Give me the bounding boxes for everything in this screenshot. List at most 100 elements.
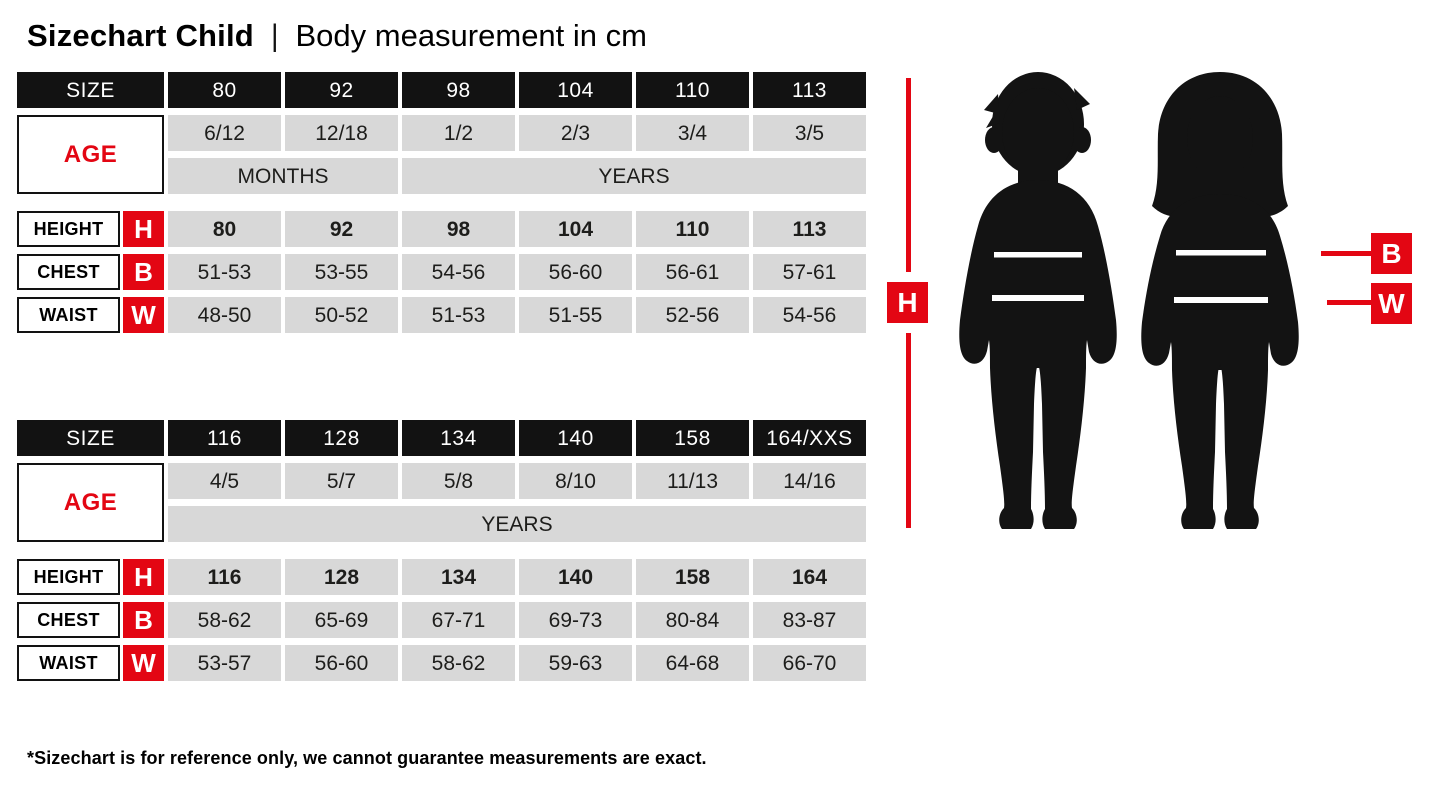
chest-letter-badge: B	[123, 254, 164, 290]
boy-hair-fringe	[984, 94, 1000, 128]
waist-marker-badge: W	[1371, 283, 1412, 324]
chest-row-label: CHEST B	[17, 254, 164, 290]
waist-value: 53-57	[168, 645, 281, 681]
boy-face	[1002, 88, 1074, 176]
boy-ear-left	[985, 127, 1003, 153]
waist-row-label: WAIST W	[17, 297, 164, 333]
chest-value: 56-61	[636, 254, 749, 290]
height-value: 104	[519, 211, 632, 247]
chest-value: 56-60	[519, 254, 632, 290]
age-label: AGE	[17, 463, 164, 542]
size-value: 128	[285, 420, 398, 456]
age-unit: YEARS	[402, 158, 866, 194]
girl-waist-line	[1174, 297, 1268, 303]
age-value: 3/4	[636, 115, 749, 151]
chest-marker-badge: B	[1371, 233, 1412, 274]
page-header: Sizechart Child | Body measurement in cm	[27, 18, 647, 54]
size-value: 116	[168, 420, 281, 456]
girl-torso-arms	[1141, 194, 1299, 370]
age-value: 1/2	[402, 115, 515, 151]
age-value: 5/8	[402, 463, 515, 499]
height-letter-badge: H	[123, 559, 164, 595]
page-subtitle: Body measurement in cm	[295, 18, 647, 53]
sizechart-table-small-sizes: SIZE 80 92 98 104 110 113 AGE 6/12 12/18 1/2 2/3 3/4…	[17, 72, 866, 333]
size-value: 110	[636, 72, 749, 108]
height-value: 140	[519, 559, 632, 595]
chest-value: 69-73	[519, 602, 632, 638]
girl-legs	[1172, 350, 1268, 529]
waist-row-label: WAIST W	[17, 645, 164, 681]
boy-legs	[990, 348, 1086, 529]
chest-value: 80-84	[636, 602, 749, 638]
waist-value: 58-62	[402, 645, 515, 681]
age-value: 11/13	[636, 463, 749, 499]
waist-value: 64-68	[636, 645, 749, 681]
height-row-label: HEIGHT H	[17, 211, 164, 247]
age-unit: YEARS	[168, 506, 866, 542]
height-value: 80	[168, 211, 281, 247]
boy-torso-arms	[959, 180, 1117, 368]
waist-value: 54-56	[753, 297, 866, 333]
chest-row-label: CHEST B	[17, 602, 164, 638]
size-value: 158	[636, 420, 749, 456]
chest-value: 53-55	[285, 254, 398, 290]
height-value: 164	[753, 559, 866, 595]
age-unit: MONTHS	[168, 158, 398, 194]
chest-value: 67-71	[402, 602, 515, 638]
height-marker-badge: H	[887, 282, 928, 323]
height-letter-badge: H	[123, 211, 164, 247]
waist-value: 51-55	[519, 297, 632, 333]
waist-value: 52-56	[636, 297, 749, 333]
waist-letter-badge: W	[123, 645, 164, 681]
disclaimer-note: *Sizechart is for reference only, we can…	[27, 748, 707, 768]
boy-silhouette	[959, 72, 1117, 529]
age-label: AGE	[17, 115, 164, 194]
waist-value: 56-60	[285, 645, 398, 681]
size-value: 98	[402, 72, 515, 108]
sizechart-table-large-sizes: SIZE 116 128 134 140 158 164/XXS AGE 4/5 5/7 5/8 8/…	[17, 420, 866, 681]
girl-face	[1187, 96, 1253, 180]
age-value: 6/12	[168, 115, 281, 151]
size-value: 164/XXS	[753, 420, 866, 456]
size-value: 92	[285, 72, 398, 108]
chest-value: 54-56	[402, 254, 515, 290]
waist-label-text: WAIST	[17, 645, 120, 681]
height-value: 116	[168, 559, 281, 595]
size-header: SIZE	[17, 420, 164, 456]
size-value: 80	[168, 72, 281, 108]
waist-value: 66-70	[753, 645, 866, 681]
height-label-text: HEIGHT	[17, 211, 120, 247]
height-value: 128	[285, 559, 398, 595]
boy-ear-right	[1073, 127, 1091, 153]
boy-hair-tuft	[1074, 88, 1090, 110]
chest-value: 83-87	[753, 602, 866, 638]
height-value: 98	[402, 211, 515, 247]
girl-chest-line	[1176, 250, 1266, 256]
waist-value: 51-53	[402, 297, 515, 333]
waist-value: 50-52	[285, 297, 398, 333]
age-value: 8/10	[519, 463, 632, 499]
size-header: SIZE	[17, 72, 164, 108]
height-value: 158	[636, 559, 749, 595]
chest-value: 58-62	[168, 602, 281, 638]
height-label-text: HEIGHT	[17, 559, 120, 595]
chest-pointer-line	[1321, 251, 1373, 256]
size-value: 134	[402, 420, 515, 456]
boy-chest-line	[994, 252, 1082, 258]
height-value: 92	[285, 211, 398, 247]
chest-value: 57-61	[753, 254, 866, 290]
age-value: 5/7	[285, 463, 398, 499]
boy-waist-line	[992, 295, 1084, 301]
waist-label-text: WAIST	[17, 297, 120, 333]
chest-value: 51-53	[168, 254, 281, 290]
chest-label-text: CHEST	[17, 254, 120, 290]
girl-silhouette	[1141, 72, 1299, 529]
size-value: 104	[519, 72, 632, 108]
title-separator: |	[270, 18, 279, 53]
age-value: 14/16	[753, 463, 866, 499]
waist-value: 59-63	[519, 645, 632, 681]
height-row-label: HEIGHT H	[17, 559, 164, 595]
height-measure-line-top	[906, 78, 911, 272]
waist-letter-badge: W	[123, 297, 164, 333]
